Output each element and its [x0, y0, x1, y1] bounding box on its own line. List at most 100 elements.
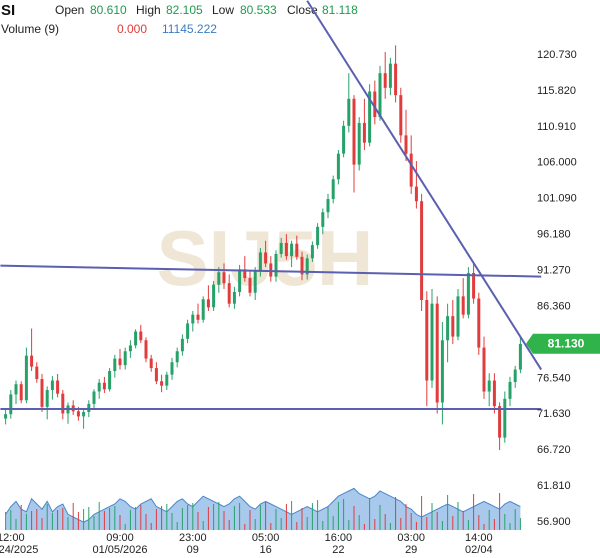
candle [274, 250, 278, 282]
y-tick-label: 96.180 [537, 229, 571, 241]
candle [248, 270, 252, 297]
x-tick-date: 16 [259, 544, 271, 556]
candle [295, 235, 299, 260]
candle [201, 296, 205, 323]
candle [482, 336, 486, 399]
candle [253, 267, 257, 301]
candle [222, 263, 226, 290]
volume-value-2: 11145.222 [162, 22, 217, 36]
candle [4, 408, 8, 425]
trendlines[interactable] [0, 0, 543, 411]
candle [331, 175, 335, 204]
open-value: 80.610 [90, 3, 127, 17]
x-tick-time: 09:00 [106, 532, 134, 544]
y-tick-label: 120.730 [537, 49, 577, 61]
x-tick-date: 01/05/2026 [92, 544, 147, 556]
candle [19, 381, 23, 404]
y-tick-label: 115.820 [537, 85, 576, 97]
candle [456, 289, 460, 341]
x-tick-time: 03:00 [397, 532, 425, 544]
candle [45, 386, 49, 420]
candle [186, 319, 190, 344]
candle [175, 347, 179, 368]
y-tick-label: 101.090 [537, 193, 577, 205]
candle [378, 65, 382, 121]
candle [30, 328, 34, 372]
x-tick-time: 16:00 [325, 532, 353, 544]
candle [326, 193, 330, 219]
candle [113, 354, 117, 378]
volume-label: Volume (9) [1, 22, 59, 36]
candle [368, 84, 372, 147]
candle [279, 237, 283, 258]
y-tick-label: 61.810 [537, 480, 571, 492]
candle [196, 303, 200, 324]
candle [269, 256, 273, 282]
candle [373, 80, 377, 125]
y-tick-label: 71.630 [537, 408, 571, 420]
candle [128, 340, 132, 358]
symbol-label: SI [1, 2, 15, 19]
candle [414, 160, 418, 209]
candle [352, 95, 356, 193]
candle [477, 292, 481, 355]
candle [149, 354, 153, 372]
candle [191, 311, 195, 332]
open-label: Open [55, 3, 84, 17]
candle [357, 117, 361, 171]
trendline-3[interactable] [306, 0, 543, 371]
y-tick-label: 56.900 [537, 516, 571, 528]
x-tick-date: 29 [405, 544, 417, 556]
volume-fill [5, 488, 521, 530]
candle [446, 303, 450, 363]
candle [300, 251, 304, 281]
candle [170, 357, 174, 380]
candle [425, 291, 429, 407]
candle [35, 362, 39, 383]
candlestick-series [4, 45, 522, 451]
close-value: 81.118 [322, 3, 358, 17]
candle [498, 402, 502, 451]
candle [394, 45, 398, 103]
candle [232, 286, 236, 309]
candle [160, 374, 164, 393]
y-axis-ticks: 120.730 115.820 110.910 106.000 101.090 96.18… [537, 49, 577, 528]
candle [66, 402, 70, 424]
candle [290, 240, 294, 268]
candle [9, 390, 13, 419]
candle [217, 267, 221, 293]
x-tick-date: 22 [332, 544, 344, 556]
x-tick-time: 12:00 [0, 532, 25, 544]
x-tick-time: 05:00 [252, 532, 280, 544]
candle [102, 376, 106, 393]
candle [71, 400, 75, 415]
candle [342, 120, 346, 158]
last-price-tag: 81.130 [526, 333, 600, 354]
last-price-label: 81.130 [548, 337, 585, 351]
candle [513, 365, 517, 388]
y-tick-label: 76.540 [537, 372, 571, 384]
y-tick-label: 110.910 [537, 121, 576, 133]
x-tick-time: 14:00 [465, 532, 493, 544]
candle [14, 380, 18, 404]
candle [82, 409, 86, 429]
candle [316, 223, 320, 249]
candle [206, 285, 210, 312]
candle [56, 373, 60, 398]
low-label: Low [212, 3, 234, 17]
candle [399, 87, 403, 143]
candle [508, 376, 512, 407]
candle [388, 57, 392, 96]
candle [243, 256, 247, 282]
candle [123, 347, 127, 370]
trendline-1[interactable] [0, 264, 542, 278]
candle [24, 347, 28, 404]
candle [383, 51, 387, 99]
candle [487, 373, 491, 407]
x-tick-date: 12/24/2025 [0, 544, 38, 556]
high-value: 82.105 [166, 3, 203, 17]
candle [362, 98, 366, 151]
volume-value-1: 0.000 [117, 22, 147, 36]
